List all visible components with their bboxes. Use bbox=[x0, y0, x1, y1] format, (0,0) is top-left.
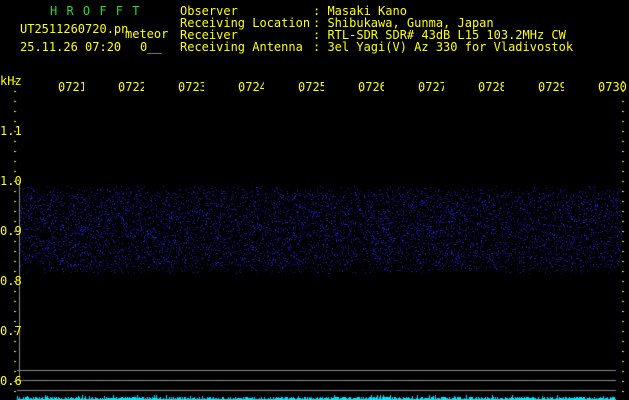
counter: 0__ bbox=[140, 40, 162, 54]
info-label: Observer bbox=[180, 4, 238, 18]
time-tick-label: 0728 bbox=[478, 80, 504, 94]
time-tick-label: 0726 bbox=[358, 80, 384, 94]
brand-title: H R O F F T bbox=[50, 4, 141, 18]
info-value: : Masaki Kano bbox=[313, 4, 407, 18]
mode-label: meteor bbox=[125, 27, 169, 41]
datetime: 25.11.26 07:20 bbox=[20, 40, 122, 54]
info-value: : Shibukawa, Gunma, Japan bbox=[313, 16, 494, 30]
unit-label: kHz bbox=[0, 74, 22, 88]
info-label: Receiver bbox=[180, 28, 238, 42]
time-tick-label: 0721 bbox=[58, 80, 84, 94]
time-tick-label: 0723 bbox=[178, 80, 204, 94]
freq-tick-label: 1.1 bbox=[0, 124, 22, 138]
freq-tick-label: 1.0 bbox=[0, 174, 22, 188]
time-tick-label: 0729 bbox=[538, 80, 564, 94]
time-tick-label: 0722 bbox=[118, 80, 144, 94]
time-tick-label: 0727 bbox=[418, 80, 444, 94]
freq-tick-label: 0.6 bbox=[0, 374, 22, 388]
info-label: Receiving Antenna bbox=[180, 40, 303, 54]
freq-tick-label: 0.9 bbox=[0, 224, 22, 238]
freq-tick-label: 0.7 bbox=[0, 324, 22, 338]
time-tick-label: 0724 bbox=[238, 80, 264, 94]
info-value: : RTL-SDR SDR# 43dB L15 103.2MHz CW bbox=[313, 28, 566, 42]
info-label: Receiving Location bbox=[180, 16, 311, 30]
info-value: : 3el Yagi(V) Az 330 for Vladivostok bbox=[313, 40, 574, 54]
filename: UT2511260720.pn bbox=[20, 22, 129, 36]
freq-tick-label: 0.8 bbox=[0, 274, 22, 288]
time-tick-label: 0730 bbox=[598, 80, 627, 94]
time-tick-label: 0725 bbox=[298, 80, 324, 94]
